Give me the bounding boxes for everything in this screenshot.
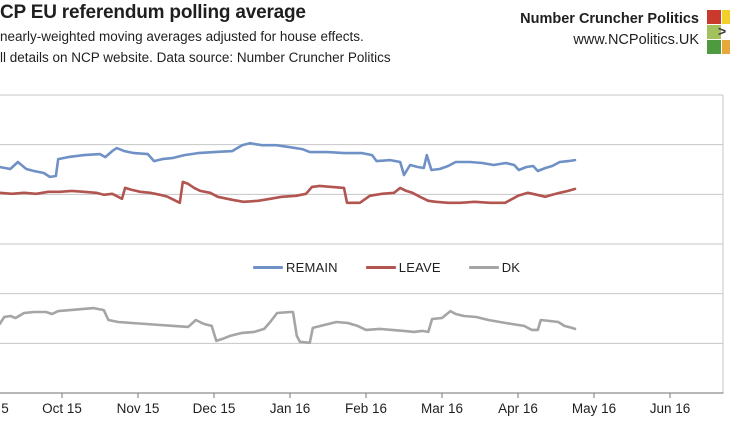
x-axis-label: Dec 15 (192, 401, 236, 416)
x-axis-label: Feb 16 (344, 401, 388, 416)
dk-line (0, 306, 577, 345)
logo-cell-light-green-icon (707, 25, 721, 39)
legend-label: REMAIN (286, 260, 338, 275)
logo-cell-dark-green-icon (707, 40, 721, 54)
brand-name: Number Cruncher Politics (520, 11, 699, 27)
legend-item-leave: LEAVE (365, 260, 441, 275)
legend-swatch-icon (365, 266, 396, 269)
logo-cell-red-icon (707, 10, 721, 24)
chart-subtitle-line1: nearly-weighted moving averages adjusted… (0, 29, 364, 44)
logo-arrow-icon: > (718, 23, 727, 39)
legend-label: DK (501, 260, 521, 275)
legend-swatch-icon (253, 266, 283, 269)
legend: REMAIN LEAVE DK (253, 260, 520, 275)
x-axis-label: Apr 16 (498, 401, 538, 416)
legend-item-remain: REMAIN (253, 260, 338, 275)
legend-swatch-icon (468, 266, 499, 269)
chart-title: CP EU referendum polling average (0, 2, 306, 23)
x-axis-label: Mar 16 (420, 401, 464, 416)
ncp-logo: > (707, 10, 730, 54)
leave-line (0, 180, 577, 205)
logo-cell-amber-icon (722, 40, 730, 54)
x-axis-labels: 5 Oct 15 Nov 15 Dec 15 Jan 16 Feb 16 Mar 16 Apr… (0, 401, 730, 419)
x-axis-label: Nov 15 (116, 401, 160, 416)
legend-label: LEAVE (398, 260, 441, 275)
x-axis-label: Jun 16 (649, 401, 691, 416)
legend-item-dk: DK (468, 260, 521, 275)
chart-subtitle-line2: ll details on NCP website. Data source: … (0, 50, 391, 65)
remain-line (0, 141, 577, 179)
x-axis-label: May 16 (571, 401, 617, 416)
x-axis-label: Oct 15 (42, 401, 82, 416)
x-axis-label: Jan 16 (269, 401, 311, 416)
logo-cell-yellow-icon (722, 10, 730, 24)
brand-url: www.NCPolitics.UK (573, 32, 699, 48)
logo-cell-arrow: > (718, 24, 730, 39)
x-axis-label: 5 (1, 401, 9, 416)
